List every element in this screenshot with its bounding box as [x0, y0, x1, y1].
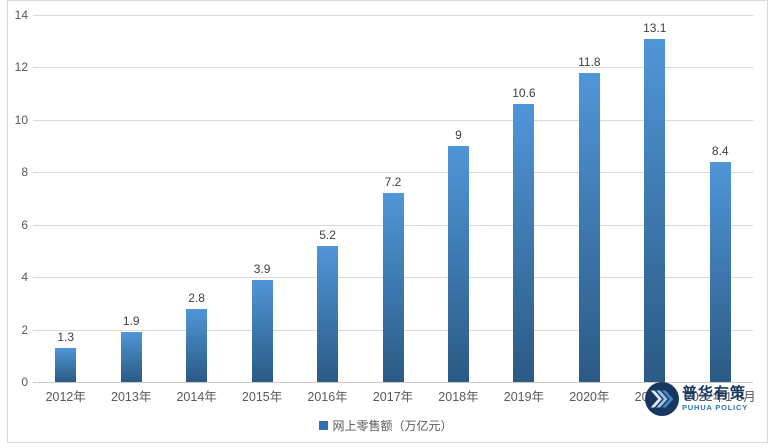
logo-en-name: PUHUA POLICY [682, 403, 748, 412]
bar [382, 193, 404, 382]
y-axis-tick-label: 0 [21, 375, 28, 389]
chevrons-circle-icon [645, 382, 679, 416]
bar-value-label: 11.8 [578, 54, 601, 69]
bar-value-label: 2.8 [188, 290, 205, 305]
gridline [33, 15, 753, 16]
y-axis-tick-label: 14 [14, 8, 28, 22]
bar [709, 161, 731, 382]
bar [578, 72, 600, 382]
legend: 网上零售额（万亿元） [0, 417, 772, 434]
bar-value-label: 13.1 [643, 20, 667, 35]
bar [186, 308, 208, 382]
x-axis-tick-label: 2018年 [438, 390, 479, 404]
bar-value-label: 1.3 [57, 329, 75, 344]
bar-value-label: 5.2 [319, 227, 336, 242]
y-axis-tick-label: 6 [21, 217, 28, 232]
bar [317, 245, 339, 382]
x-axis-tick-label: 2013年 [111, 390, 152, 404]
x-axis-tick-label: 2017年 [372, 390, 414, 404]
x-axis-tick-label: 2020年 [569, 390, 610, 404]
bar-value-label: 9 [455, 128, 462, 143]
x-axis-tick-label: 2012年 [45, 390, 86, 404]
bar-value-label: 3.9 [253, 261, 271, 276]
bar [251, 279, 273, 382]
gridline [33, 119, 753, 121]
bar [120, 332, 142, 382]
y-axis-tick-label: 10 [14, 112, 28, 127]
puhua-policy-logo: 普华有策 PUHUA POLICY [645, 382, 748, 416]
x-axis-tick-label: 2016年 [307, 390, 348, 404]
bar-value-label: 1.9 [122, 314, 140, 329]
x-axis-tick-label: 2014年 [176, 390, 217, 404]
bar [644, 38, 666, 382]
bar [513, 104, 535, 382]
gridline [33, 67, 753, 69]
x-axis-tick-label: 2022年1-8月 [684, 390, 756, 404]
plot-area: 1.3 1.9 2.8 3.9 5.2 7.2 9 10.6 11.8 13.1 8.4 [33, 15, 753, 383]
bar-value-label: 8.4 [711, 143, 729, 158]
logo-text-block: 普华有策 PUHUA POLICY [682, 382, 748, 412]
bar [55, 347, 77, 382]
x-axis-tick-label: 2015年 [241, 390, 283, 404]
y-axis-tick-label: 2 [21, 322, 28, 337]
bar-value-label: 7.2 [384, 175, 402, 190]
legend-label: 网上零售额（万亿元） [332, 419, 453, 433]
y-axis-tick-label: 4 [21, 270, 28, 285]
y-axis-tick-label: 12 [14, 60, 28, 75]
bar-value-label: 10.6 [512, 86, 536, 101]
legend-marker-icon [319, 421, 329, 430]
x-axis-tick-label: 2019年 [503, 390, 545, 404]
y-axis-tick-label: 8 [21, 165, 28, 180]
bar [447, 146, 469, 382]
gridline [33, 172, 753, 174]
x-axis-line [33, 382, 753, 383]
logo-cn-name: 普华有策 [682, 385, 747, 402]
